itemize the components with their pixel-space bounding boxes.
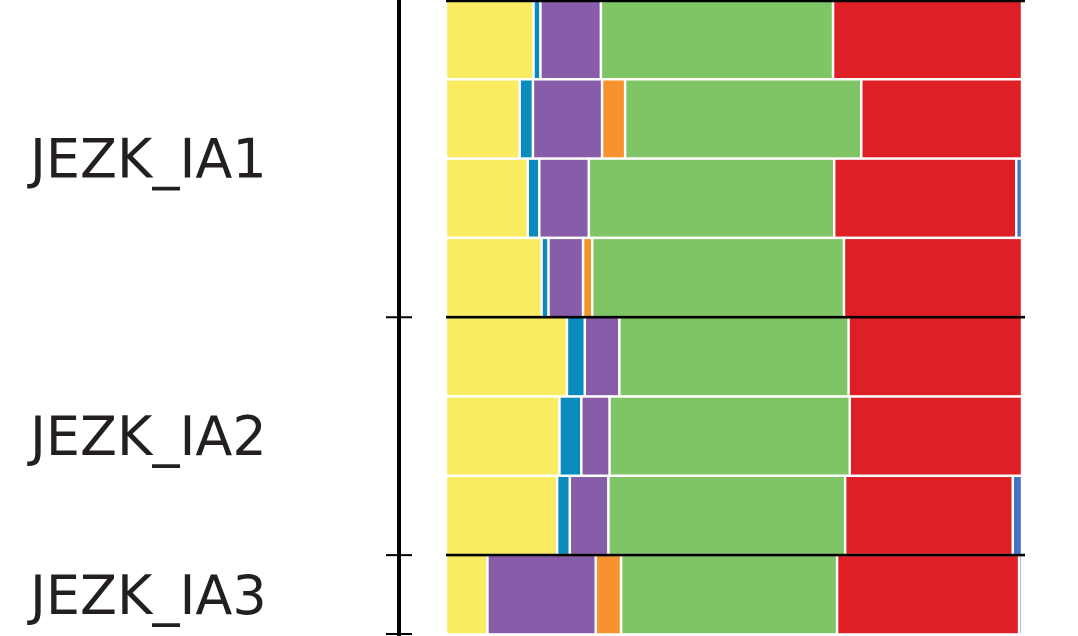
bar-segment-g1-r4-c4: [581, 236, 594, 319]
bar-segment-g2-r1-c2: [565, 316, 587, 398]
bar-segment-g2-r3-c6: [843, 474, 1014, 557]
group-label-1: JEZK_IA1: [27, 128, 267, 191]
bar-segment-g2-r2-c2: [558, 395, 583, 478]
bar-segment-g2-r3-c7: [1011, 474, 1024, 557]
bar-segment-g2-r1-c1: [444, 316, 569, 398]
bar-segment-g1-r4-c3: [547, 236, 585, 319]
bar-segment-g2-r1-c5: [618, 316, 850, 398]
bar-segment-g1-r3-c5: [587, 157, 836, 240]
bar-segment-g2-r3-c3: [568, 474, 610, 557]
bar-segment-g1-r3-c7: [1015, 157, 1024, 240]
bar-segment-g3-r1-c3: [486, 553, 597, 636]
bar-segment-g2-r2-c6: [848, 395, 1024, 478]
bar-segment-g2-r2-c5: [608, 395, 851, 478]
bar-segment-g1-r2-c1: [444, 78, 521, 160]
bar-segment-g1-r4-c1: [444, 236, 543, 319]
bar-segment-g1-r1-c5: [599, 0, 835, 81]
bar-segment-g2-r3-c2: [555, 474, 572, 557]
bar-segment-g3-r1-c5: [619, 553, 839, 636]
bar-segment-g2-r3-c5: [607, 474, 847, 557]
bar-segment-g3-r1-c7: [1017, 553, 1024, 636]
bar-segment-g1-r2-c5: [623, 78, 863, 160]
bar-segment-g3-r1-c1: [444, 553, 489, 636]
bar-segment-g1-r1-c1: [444, 0, 535, 81]
group-axis: [386, 0, 412, 636]
bar-segment-g1-r3-c3: [538, 157, 591, 240]
group-label-3: JEZK_IA3: [27, 564, 267, 627]
bar-segment-g2-r3-c1: [444, 474, 559, 557]
bar-segment-g3-r1-c6: [835, 553, 1021, 636]
bar-segment-g1-r2-c3: [531, 78, 604, 160]
bar-segment-g1-r2-c4: [600, 78, 627, 160]
group-labels: JEZK_IA1 JEZK_IA2 JEZK_IA3: [27, 128, 267, 627]
bar-segment-g2-r2-c1: [444, 395, 561, 478]
bar-segment-g1-r4-c6: [842, 236, 1024, 319]
bar-segment-g3-r1-c4: [594, 553, 623, 636]
bar-segment-g1-r3-c2: [526, 157, 541, 240]
bar-segment-g2-r1-c6: [847, 316, 1024, 398]
bar-segment-g2-r1-c3: [583, 316, 621, 398]
bar-area: [444, 0, 1025, 636]
bar-segment-g2-r2-c3: [580, 395, 611, 478]
bar-segment-g1-r2-c2: [518, 78, 535, 160]
bar-segment-g1-r3-c1: [444, 157, 529, 240]
bar-segment-g1-r3-c6: [833, 157, 1018, 240]
bar-segment-g1-r4-c5: [591, 236, 846, 319]
group-label-2: JEZK_IA2: [27, 405, 267, 468]
bar-segment-g1-r1-c6: [831, 0, 1024, 81]
bar-segment-g1-r2-c6: [860, 78, 1024, 160]
bar-segment-g1-r1-c3: [539, 0, 603, 81]
